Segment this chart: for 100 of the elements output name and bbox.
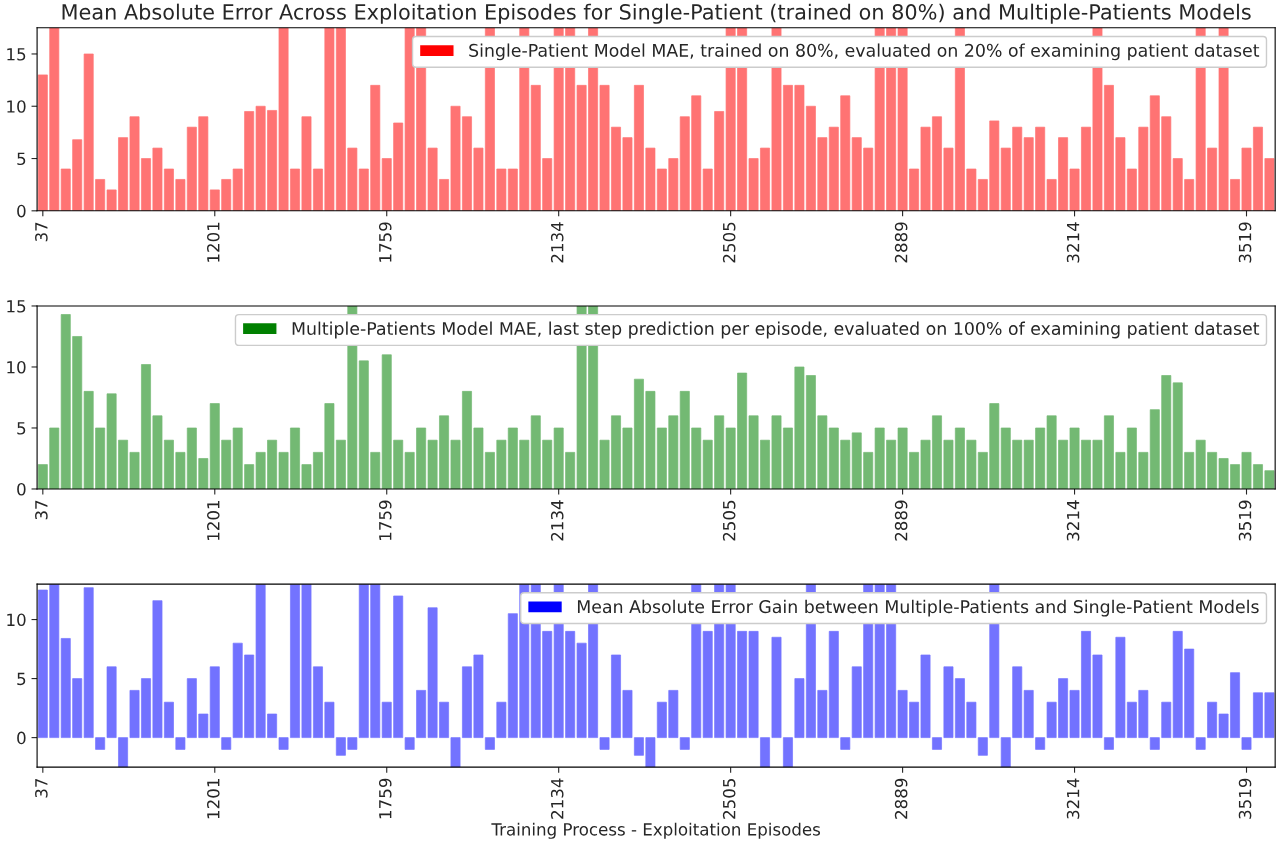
bar [668,158,679,211]
bar [1126,427,1137,489]
bar [817,137,828,211]
bar [909,452,919,489]
bar [851,666,862,738]
bar [1138,126,1149,211]
bar [450,737,461,768]
bar [954,678,965,738]
bar [863,147,874,211]
bar [1230,464,1240,489]
bar [656,168,667,211]
bar [473,427,484,489]
bar [393,595,404,738]
bar [634,378,644,489]
bar [370,584,381,738]
bar [290,584,300,738]
x-tick-label: 3519 [1238,500,1252,541]
bar [106,666,117,738]
bar [393,122,404,211]
bar [72,336,83,489]
bar [794,84,805,211]
bar [783,427,793,489]
bar [186,678,197,738]
bar [1069,690,1080,738]
bar [828,126,839,211]
bar [668,690,679,738]
bar [393,439,404,489]
bar [324,403,335,489]
bar [507,613,518,738]
x-tick-label: 2889 [894,778,908,819]
bar [1115,137,1126,211]
bar [1230,179,1240,211]
bar [278,452,289,489]
bar [622,137,633,211]
bar [909,701,919,738]
x-tick-label: 2134 [550,500,564,541]
bar [439,415,449,489]
bar [347,147,358,211]
bar [966,439,977,489]
bar [897,690,908,738]
bar [622,690,633,738]
bar [1058,439,1069,489]
bar [118,439,128,489]
bar [163,701,174,738]
bar [565,452,576,489]
bar [473,147,484,211]
bar [267,713,278,738]
bar [805,375,816,489]
x-tick-label: 3214 [1066,778,1080,819]
bar [83,587,94,738]
bar [932,737,942,750]
bar [370,452,381,489]
bar [1058,678,1069,738]
bar [1058,137,1069,211]
bar [611,415,621,489]
bar [358,584,369,738]
bar [977,452,988,489]
x-tick-label: 1201 [207,222,220,262]
y-tick-label: 0 [17,731,26,745]
bar [1241,737,1252,750]
bar [1184,648,1195,738]
bar [943,147,954,211]
bar [1253,464,1263,489]
bar [1035,427,1046,489]
bar [565,631,576,738]
bar [1207,147,1218,211]
bar [381,158,392,211]
bar [152,147,163,211]
bar [370,84,381,211]
bar [1046,179,1057,211]
bar [725,427,736,489]
bar [519,439,530,489]
bar [611,126,621,211]
bar [255,105,266,211]
bar [737,372,748,489]
bar [599,439,610,489]
bar [175,179,186,211]
bar [886,439,897,489]
bar [530,84,541,211]
bar [794,366,805,489]
bar [909,168,919,211]
bar [462,116,472,211]
bar [221,439,232,489]
bar [209,666,220,738]
legend-label: Multiple-Patients Model MAE, last step prediction per episode, evaluated on 100% of examining patient dataset [292,321,1260,339]
bar [1149,737,1160,750]
bar [1241,147,1252,211]
bar [576,642,587,738]
bar [1000,147,1011,211]
bar [760,439,770,489]
bar [335,439,346,489]
bar [1207,452,1218,489]
bar [1138,452,1149,489]
chart-title: Mean Absolute Error Across Exploitation Episodes for Single-Patient (trained on 80%) and Multiple-Patients Models [62,3,1251,24]
bar [484,737,495,750]
bar [679,737,690,750]
bar [977,179,988,211]
bar [244,111,255,211]
bar [267,439,278,489]
bar [335,737,346,756]
